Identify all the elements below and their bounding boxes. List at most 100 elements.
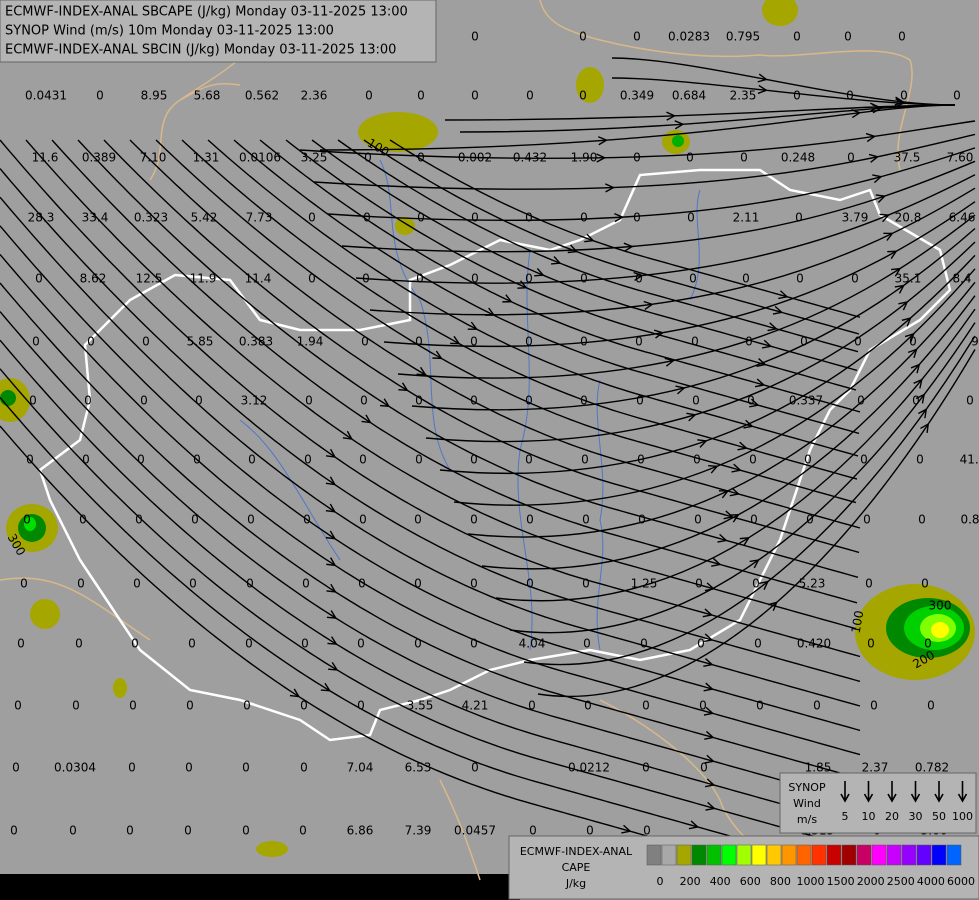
streamline <box>0 311 861 803</box>
map-value: 0 <box>305 394 313 408</box>
map-value: 0 <box>308 272 316 286</box>
map-value: 9 <box>971 335 979 349</box>
colorbar-label: 2000 <box>857 875 885 888</box>
streamline-arrow <box>756 358 767 367</box>
map-value: 0 <box>643 824 651 838</box>
map-value: 0 <box>898 30 906 44</box>
map-value: 0 <box>415 394 423 408</box>
map-value: 0 <box>470 637 478 651</box>
streamline-arrow <box>918 408 928 419</box>
colorbar-label: 600 <box>740 875 761 888</box>
map-value: 0.0283 <box>668 30 710 44</box>
map-value: 0 <box>921 577 929 591</box>
streamline-arrow <box>865 132 877 143</box>
map-value: 0 <box>417 211 425 225</box>
streamline <box>327 147 976 222</box>
streamline-arrow <box>915 393 926 404</box>
streamline-arrow <box>688 820 700 830</box>
map-value: 0.0431 <box>25 89 67 103</box>
map-value: 1.25 <box>631 577 658 591</box>
map-value: 7.60 <box>947 151 974 165</box>
map-value: 0 <box>740 151 748 165</box>
streamline <box>0 339 861 827</box>
streamline-arrow <box>749 559 760 569</box>
map-value: 0.684 <box>672 89 706 103</box>
streamline-arrow <box>894 96 905 106</box>
map-value: 0 <box>912 394 920 408</box>
map-value: 4.04 <box>519 637 546 651</box>
map-value: 0 <box>847 151 855 165</box>
map-value: 0 <box>414 637 422 651</box>
streamline-arrow <box>711 557 722 567</box>
streamline-arrow <box>467 321 479 330</box>
map-value: 0 <box>580 272 588 286</box>
wind-speed-label: 20 <box>885 810 899 823</box>
streamline-arrow <box>666 111 677 121</box>
map-value: 0 <box>12 761 20 775</box>
map-value: 0 <box>302 577 310 591</box>
map-value: 0.248 <box>781 151 815 165</box>
map-value: 0 <box>582 577 590 591</box>
map-value: 0 <box>756 699 764 713</box>
map-value: 0 <box>638 513 646 527</box>
map-value: 7.10 <box>140 151 167 165</box>
map-value: 0 <box>470 513 478 527</box>
map-value: 0 <box>793 89 801 103</box>
map-value: 0 <box>357 699 365 713</box>
streamline <box>611 57 956 106</box>
streamline <box>425 241 976 443</box>
streamline-arrow <box>703 658 714 667</box>
map-value: 0 <box>924 637 932 651</box>
streamline-arrow <box>758 580 770 590</box>
wind-arrow-sample <box>934 781 944 803</box>
streamline-arrow <box>697 439 708 448</box>
map-value: 0 <box>243 699 251 713</box>
map-value: 0 <box>637 453 645 467</box>
map-value: 0 <box>359 453 367 467</box>
map-value: 0 <box>26 453 34 467</box>
map-value: 0 <box>470 453 478 467</box>
streamline-arrow <box>325 503 337 513</box>
map-value: 0 <box>529 824 537 838</box>
streamline-arrow <box>749 398 760 408</box>
map-value: 7.39 <box>405 824 432 838</box>
streamline-arrow <box>534 267 545 277</box>
colorbar-label: 200 <box>680 875 701 888</box>
streamline <box>481 295 976 570</box>
map-value: 0 <box>860 453 868 467</box>
map-value: 11.4 <box>245 272 272 286</box>
map-value: 0 <box>686 151 694 165</box>
map-value: 0 <box>415 453 423 467</box>
streamline-arrow <box>328 661 339 671</box>
map-value: 0 <box>79 513 87 527</box>
streamline-arrow <box>703 706 715 716</box>
streamline <box>0 368 861 850</box>
streamline <box>363 139 860 335</box>
map-value: 0 <box>804 453 812 467</box>
wind-speed-label: 100 <box>952 810 973 823</box>
map-value: 0 <box>851 272 859 286</box>
map-value: 0 <box>191 513 199 527</box>
map-value: 0 <box>580 211 588 225</box>
streamline <box>299 120 976 160</box>
map-value: 0 <box>414 513 422 527</box>
map-value: 0 <box>693 453 701 467</box>
map-value: 0.383 <box>239 335 273 349</box>
map-value: 0 <box>747 394 755 408</box>
map-value: 1.31 <box>193 151 220 165</box>
streamline-arrow <box>743 419 754 429</box>
streamline <box>537 349 976 698</box>
wind-speed-label: 50 <box>932 810 946 823</box>
map-value: 0 <box>796 272 804 286</box>
map-value: 33.4 <box>82 211 109 225</box>
map-value: 0 <box>694 513 702 527</box>
map-value: 0 <box>363 211 371 225</box>
colorbar-label: 4000 <box>917 875 945 888</box>
streamline-arrow <box>898 301 909 311</box>
streamline-arrow <box>289 688 301 698</box>
map-value: 0 <box>35 272 43 286</box>
colorbar-label: 400 <box>710 875 731 888</box>
streamline-arrow <box>920 422 930 433</box>
map-value: 0 <box>749 453 757 467</box>
map-value: 0 <box>84 394 92 408</box>
